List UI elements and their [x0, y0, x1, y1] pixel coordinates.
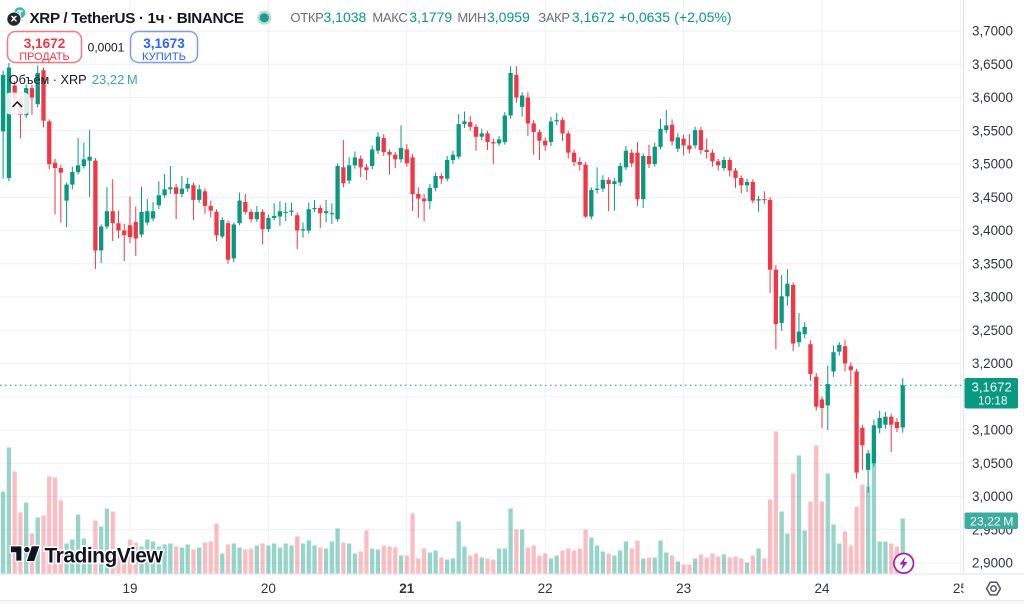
- svg-text:3,4500: 3,4500: [972, 190, 1013, 205]
- svg-text:TradingView: TradingView: [45, 545, 164, 568]
- svg-text:3,1673: 3,1673: [143, 36, 185, 51]
- svg-text:3,5500: 3,5500: [972, 124, 1013, 139]
- svg-text:XRP / TetherUS · 1ч · BINANCE: XRP / TetherUS · 1ч · BINANCE: [30, 10, 244, 27]
- svg-text:3,1000: 3,1000: [972, 423, 1013, 438]
- svg-text:24: 24: [814, 581, 830, 596]
- svg-text:3,6000: 3,6000: [972, 90, 1013, 105]
- svg-text:3,3000: 3,3000: [972, 290, 1013, 305]
- svg-text:3,0500: 3,0500: [972, 456, 1013, 471]
- svg-text:3,4000: 3,4000: [972, 223, 1013, 238]
- svg-text:ОТКР: ОТКР: [290, 10, 323, 25]
- svg-text:3,1672: 3,1672: [572, 9, 615, 25]
- svg-text:ПРОДАТЬ: ПРОДАТЬ: [19, 51, 69, 63]
- svg-text:3,2000: 3,2000: [972, 356, 1013, 371]
- svg-text:0,0001: 0,0001: [88, 41, 125, 55]
- svg-text:ЗАКР: ЗАКР: [538, 10, 570, 25]
- svg-text:21: 21: [399, 581, 415, 596]
- svg-text:3,5000: 3,5000: [972, 157, 1013, 172]
- svg-text:3,1038: 3,1038: [324, 9, 367, 25]
- svg-text:КУПИТЬ: КУПИТЬ: [142, 51, 186, 63]
- svg-text:23,22 М: 23,22 М: [970, 515, 1013, 529]
- svg-text:22: 22: [538, 581, 553, 596]
- svg-text:МАКС: МАКС: [372, 10, 407, 25]
- svg-text:(+2,05%): (+2,05%): [674, 9, 731, 25]
- svg-text:Объём · XRP: Объём · XRP: [9, 73, 87, 87]
- svg-text:3,0000: 3,0000: [972, 489, 1013, 504]
- svg-text:19: 19: [122, 581, 137, 596]
- svg-text:+0,0635: +0,0635: [619, 9, 670, 25]
- svg-text:23,22 М: 23,22 М: [92, 72, 138, 87]
- svg-text:3,3500: 3,3500: [972, 257, 1013, 272]
- svg-text:23: 23: [676, 581, 691, 596]
- svg-text:3,2500: 3,2500: [972, 323, 1013, 338]
- svg-text:3,1779: 3,1779: [409, 9, 452, 25]
- svg-text:20: 20: [261, 581, 276, 596]
- svg-text:МИН: МИН: [457, 10, 486, 25]
- svg-text:3,1672: 3,1672: [24, 36, 66, 51]
- svg-text:3,7000: 3,7000: [972, 24, 1013, 39]
- svg-text:3,6500: 3,6500: [972, 57, 1013, 72]
- svg-text:2,9000: 2,9000: [972, 556, 1013, 571]
- svg-text:3,0959: 3,0959: [487, 9, 530, 25]
- svg-text:3,1672: 3,1672: [972, 380, 1012, 395]
- svg-text:10:18: 10:18: [978, 394, 1008, 408]
